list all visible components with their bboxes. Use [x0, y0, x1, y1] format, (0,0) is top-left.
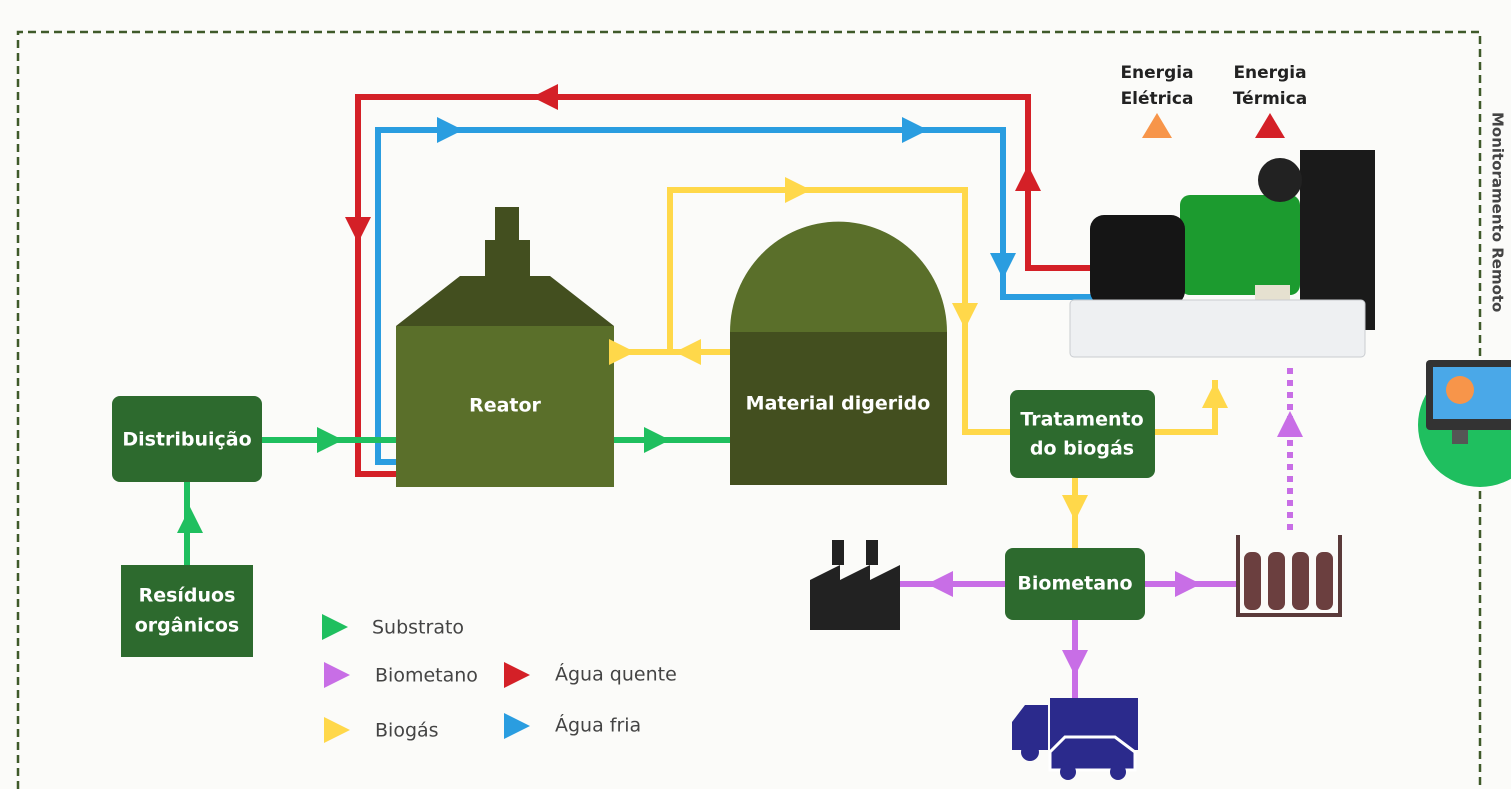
- digester-label: Material digerido: [746, 393, 931, 415]
- pie-icon: [1446, 376, 1474, 404]
- treatment-label: do biogás: [1030, 438, 1134, 460]
- waste-label: Resíduos: [139, 585, 236, 607]
- waste-box: [121, 565, 253, 657]
- legend-label: Substrato: [372, 617, 464, 639]
- wheel: [1060, 764, 1076, 780]
- factory: [810, 565, 900, 630]
- cylinder: [1268, 552, 1285, 610]
- wheel: [1021, 743, 1039, 761]
- legend-label: Água fria: [555, 714, 641, 737]
- side-label: Monitoramento Remoto: [1489, 112, 1507, 312]
- legend-label: Biometano: [375, 665, 478, 687]
- monitor-stand: [1452, 430, 1468, 444]
- reactor-label: Reator: [469, 395, 541, 417]
- legend-label: Água quente: [555, 663, 677, 686]
- skid: [1070, 300, 1365, 357]
- treatment-label: Tratamento: [1020, 409, 1143, 431]
- alternator: [1090, 215, 1185, 305]
- waste-label: orgânicos: [135, 615, 240, 637]
- car: [1050, 737, 1135, 770]
- output-label: Elétrica: [1121, 89, 1194, 109]
- chimney: [832, 540, 844, 565]
- output-label: Energia: [1233, 63, 1306, 83]
- output-label: Térmica: [1233, 89, 1307, 109]
- treatment-box: [1010, 390, 1155, 478]
- engine: [1180, 195, 1300, 295]
- distribution-label: Distribuição: [122, 429, 251, 451]
- turbo: [1258, 158, 1302, 202]
- cylinder: [1292, 552, 1309, 610]
- diagram: Reator Material digerido Distribuição Re…: [0, 0, 1511, 789]
- legend-label: Biogás: [375, 720, 439, 742]
- page: Reator Material digerido Distribuição Re…: [0, 0, 1511, 789]
- cylinder: [1244, 552, 1261, 610]
- wheel: [1110, 764, 1126, 780]
- biomethane-label: Biometano: [1017, 573, 1132, 595]
- chimney: [866, 540, 878, 565]
- output-label: Energia: [1120, 63, 1193, 83]
- cylinder: [1316, 552, 1333, 610]
